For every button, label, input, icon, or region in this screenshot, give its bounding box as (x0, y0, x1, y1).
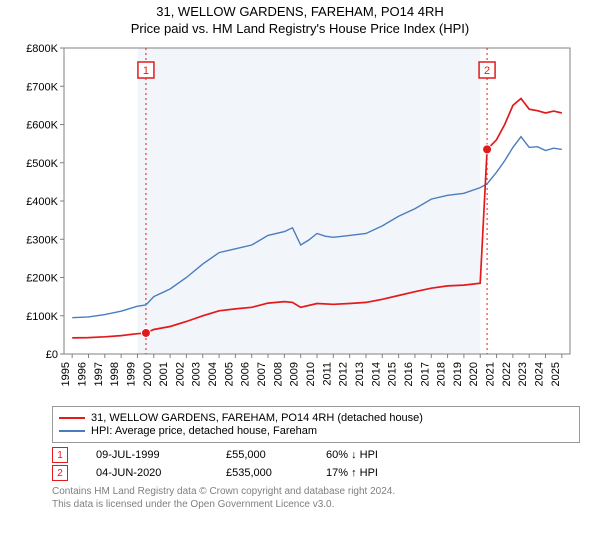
svg-text:2014: 2014 (370, 362, 382, 386)
svg-text:2005: 2005 (223, 362, 235, 386)
svg-text:2009: 2009 (289, 362, 301, 386)
svg-text:£300K: £300K (26, 234, 58, 246)
title-main: 31, WELLOW GARDENS, FAREHAM, PO14 4RH (8, 4, 592, 19)
svg-text:2: 2 (484, 65, 490, 77)
svg-text:2019: 2019 (452, 362, 464, 386)
svg-text:2003: 2003 (191, 362, 203, 386)
svg-text:2023: 2023 (517, 362, 529, 386)
title-sub: Price paid vs. HM Land Registry's House … (8, 21, 592, 36)
svg-text:2015: 2015 (387, 362, 399, 386)
sale-marker-icon: 1 (52, 447, 68, 463)
sale-row: 2 04-JUN-2020 £535,000 17% ↑ HPI (52, 465, 580, 481)
legend-label: HPI: Average price, detached house, Fare… (91, 425, 317, 437)
svg-text:2007: 2007 (256, 362, 268, 386)
svg-text:1998: 1998 (109, 362, 121, 386)
sales-list: 1 09-JUL-1999 £55,000 60% ↓ HPI 2 04-JUN… (52, 447, 580, 481)
sale-price: £55,000 (226, 449, 326, 461)
svg-text:2016: 2016 (403, 362, 415, 386)
sale-marker-icon: 2 (52, 465, 68, 481)
sale-diff: 17% ↑ HPI (326, 467, 406, 479)
svg-text:2020: 2020 (468, 362, 480, 386)
sale-price: £535,000 (226, 467, 326, 479)
svg-text:1999: 1999 (125, 362, 137, 386)
footer: Contains HM Land Registry data © Crown c… (52, 485, 580, 511)
svg-text:2024: 2024 (534, 362, 546, 386)
chart-container: 31, WELLOW GARDENS, FAREHAM, PO14 4RH Pr… (0, 0, 600, 560)
svg-text:£800K: £800K (26, 43, 58, 55)
legend-row: 31, WELLOW GARDENS, FAREHAM, PO14 4RH (d… (59, 412, 573, 424)
svg-text:£200K: £200K (26, 273, 58, 285)
legend-swatch (59, 430, 85, 432)
sale-date: 04-JUN-2020 (96, 467, 226, 479)
svg-text:£100K: £100K (26, 311, 58, 323)
svg-text:2018: 2018 (436, 362, 448, 386)
svg-text:1997: 1997 (93, 362, 105, 386)
svg-text:2000: 2000 (142, 362, 154, 386)
legend: 31, WELLOW GARDENS, FAREHAM, PO14 4RH (d… (52, 406, 580, 443)
svg-text:£400K: £400K (26, 196, 58, 208)
sale-diff: 60% ↓ HPI (326, 449, 406, 461)
svg-text:2008: 2008 (272, 362, 284, 386)
svg-text:2025: 2025 (550, 362, 562, 386)
svg-text:2013: 2013 (354, 362, 366, 386)
svg-text:2001: 2001 (158, 362, 170, 386)
svg-text:£600K: £600K (26, 120, 58, 132)
svg-text:1: 1 (143, 65, 149, 77)
svg-text:2006: 2006 (240, 362, 252, 386)
svg-text:2022: 2022 (501, 362, 513, 386)
svg-text:1996: 1996 (76, 362, 88, 386)
chart-area: £0 £100K £200K £300K £400K £500K £600K £700K £80… (20, 42, 580, 402)
footer-line: Contains HM Land Registry data © Crown c… (52, 485, 580, 498)
sale-row: 1 09-JUL-1999 £55,000 60% ↓ HPI (52, 447, 580, 463)
legend-row: HPI: Average price, detached house, Fare… (59, 425, 573, 437)
svg-text:2021: 2021 (485, 362, 497, 386)
svg-text:£700K: £700K (26, 81, 58, 93)
svg-text:2017: 2017 (419, 362, 431, 386)
legend-swatch (59, 417, 85, 419)
svg-text:£0: £0 (46, 349, 58, 361)
svg-text:2002: 2002 (174, 362, 186, 386)
sale-date: 09-JUL-1999 (96, 449, 226, 461)
svg-text:1995: 1995 (60, 362, 72, 386)
legend-label: 31, WELLOW GARDENS, FAREHAM, PO14 4RH (d… (91, 412, 423, 424)
svg-text:£500K: £500K (26, 158, 58, 170)
chart-titles: 31, WELLOW GARDENS, FAREHAM, PO14 4RH Pr… (8, 4, 592, 36)
svg-text:2012: 2012 (338, 362, 350, 386)
footer-line: This data is licensed under the Open Gov… (52, 498, 580, 511)
svg-text:2011: 2011 (321, 362, 333, 386)
line-chart-svg: £0 £100K £200K £300K £400K £500K £600K £700K £80… (20, 42, 580, 402)
svg-text:2004: 2004 (207, 362, 219, 386)
svg-text:2010: 2010 (305, 362, 317, 386)
